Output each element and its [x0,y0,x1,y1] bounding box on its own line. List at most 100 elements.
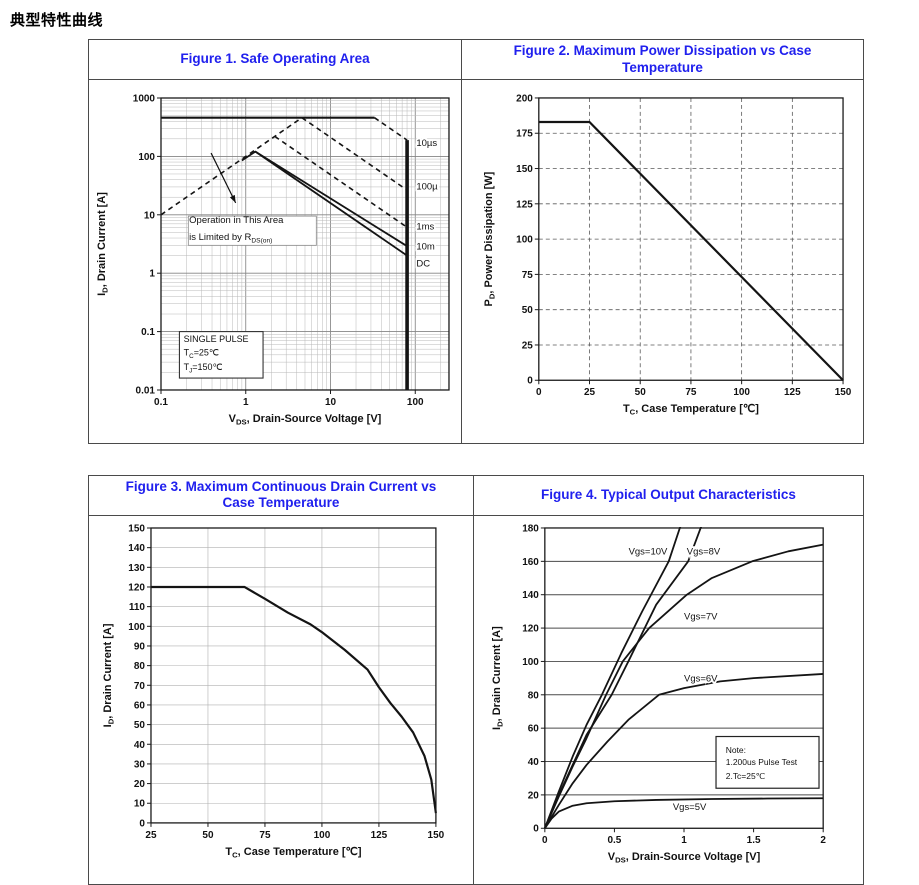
svg-text:180: 180 [522,523,539,534]
svg-text:25: 25 [584,387,596,398]
svg-text:100µ: 100µ [416,182,438,193]
curve-1ms-power-limit [274,135,408,228]
curve-100us-power-limit [301,117,408,191]
svg-text:10m: 10m [416,241,435,252]
page-title: 典型特性曲线 [10,12,104,29]
svg-text:60: 60 [528,724,540,735]
svg-text:25: 25 [145,830,157,841]
svg-text:125: 125 [784,387,801,398]
svg-text:2: 2 [820,835,826,846]
svg-text:10: 10 [325,397,337,408]
svg-text:TC, Case Temperature [℃]: TC, Case Temperature [℃] [623,403,759,416]
svg-text:200: 200 [516,93,533,104]
svg-text:0: 0 [536,387,542,398]
annotation-arrow [210,152,237,204]
svg-text:1.200us Pulse Test: 1.200us Pulse Test [726,757,798,767]
svg-text:80: 80 [528,690,540,701]
svg-text:0.1: 0.1 [141,327,155,338]
svg-text:0: 0 [139,818,145,829]
svg-text:90: 90 [134,641,146,652]
svg-text:Vgs=7V: Vgs=7V [684,612,718,623]
curve-10ms-power-limit [254,150,408,247]
svg-text:75: 75 [685,387,697,398]
annotation-box [178,331,264,379]
svg-text:is Limited by RDS(on): is Limited by RDS(on) [189,232,272,244]
curve-vgs-7v [543,543,824,829]
svg-text:100: 100 [522,657,539,668]
figure1-panel: Figure 1. Safe Operating Area 0.1 1 10 100 1… [89,40,461,443]
svg-text:150: 150 [428,830,445,841]
svg-text:60: 60 [134,700,146,711]
svg-text:40: 40 [134,740,146,751]
svg-text:50: 50 [202,830,214,841]
svg-text:10: 10 [144,210,156,221]
svg-text:100: 100 [138,152,155,163]
svg-text:130: 130 [128,563,145,574]
svg-text:TJ=150℃: TJ=150℃ [184,362,223,374]
svg-text:100: 100 [314,830,331,841]
svg-text:0: 0 [527,376,533,387]
svg-text:120: 120 [522,624,539,635]
svg-text:0.1: 0.1 [154,397,168,408]
curve-vgs-6v [543,673,824,829]
svg-text:Vgs=6V: Vgs=6V [684,673,718,684]
svg-text:100: 100 [733,387,750,398]
svg-text:1: 1 [681,835,687,846]
svg-text:DC: DC [416,259,430,270]
svg-text:0: 0 [533,824,539,835]
svg-text:20: 20 [134,779,146,790]
svg-text:Vgs=10V: Vgs=10V [628,547,667,558]
curve-rdson-limit-line [160,117,303,216]
figure1-title: Figure 1. Safe Operating Area [89,40,461,80]
svg-text:SINGLE PULSE: SINGLE PULSE [184,334,249,344]
svg-text:150: 150 [128,523,145,534]
svg-text:VDS, Drain-Source Voltage [V]: VDS, Drain-Source Voltage [V] [229,413,382,426]
svg-text:1: 1 [149,269,155,280]
curve-dc-power-limit [241,150,408,257]
annotation-box [187,215,317,246]
figure3-panel: Figure 3. Maximum Continuous Drain Curre… [89,476,473,884]
svg-text:1000: 1000 [133,93,156,104]
svg-text:100: 100 [407,397,424,408]
svg-text:150: 150 [835,387,852,398]
figure2-panel: Figure 2. Maximum Power Dissipation vs C… [460,40,863,443]
svg-text:125: 125 [516,199,533,210]
svg-text:50: 50 [134,720,146,731]
svg-text:120: 120 [128,582,145,593]
annotation-box [715,735,820,789]
figure3-title: Figure 3. Maximum Continuous Drain Curre… [89,476,473,516]
svg-text:1.5: 1.5 [747,835,761,846]
svg-text:ID, Drain Current [A]: ID, Drain Current [A] [102,623,115,727]
svg-text:0.01: 0.01 [136,385,156,396]
svg-text:25: 25 [522,340,534,351]
curve-vgs-10v [543,526,682,829]
svg-text:ID, Drain Current [A]: ID, Drain Current [A] [96,192,109,296]
svg-text:20: 20 [528,790,540,801]
svg-text:Vgs=5V: Vgs=5V [673,802,707,813]
svg-text:0.5: 0.5 [607,835,621,846]
figure4-title: Figure 4. Typical Output Characteristics [473,476,863,516]
curve-pd-vs-tc [538,120,844,382]
svg-text:100: 100 [128,622,145,633]
svg-text:10µs: 10µs [416,138,437,149]
svg-text:VDS, Drain-Source Voltage [V]: VDS, Drain-Source Voltage [V] [608,851,761,864]
svg-text:ID, Drain Current [A]: ID, Drain Current [A] [491,626,504,730]
svg-text:2.Tc=25℃: 2.Tc=25℃ [726,771,765,781]
figure2-title: Figure 2. Maximum Power Dissipation vs C… [461,40,863,80]
curve-vgs-8v [543,526,702,829]
svg-text:50: 50 [635,387,647,398]
figure2-power-dissipation-chart: 0 25 50 75 100 125 150 0 25 50 75 100 125 150 175 200 TC… [483,93,852,416]
svg-text:Note:: Note: [726,745,746,755]
svg-text:1: 1 [243,397,249,408]
svg-text:PD, Power Dissipation [W]: PD, Power Dissipation [W] [483,171,496,306]
svg-text:80: 80 [134,661,146,672]
svg-text:70: 70 [134,681,146,692]
svg-text:75: 75 [259,830,271,841]
svg-text:Vgs=8V: Vgs=8V [687,547,721,558]
svg-text:75: 75 [522,270,534,281]
svg-text:TC=25℃: TC=25℃ [184,347,219,359]
figure-table-top: Figure 1. Safe Operating Area 0.1 1 10 100 1… [88,39,864,444]
